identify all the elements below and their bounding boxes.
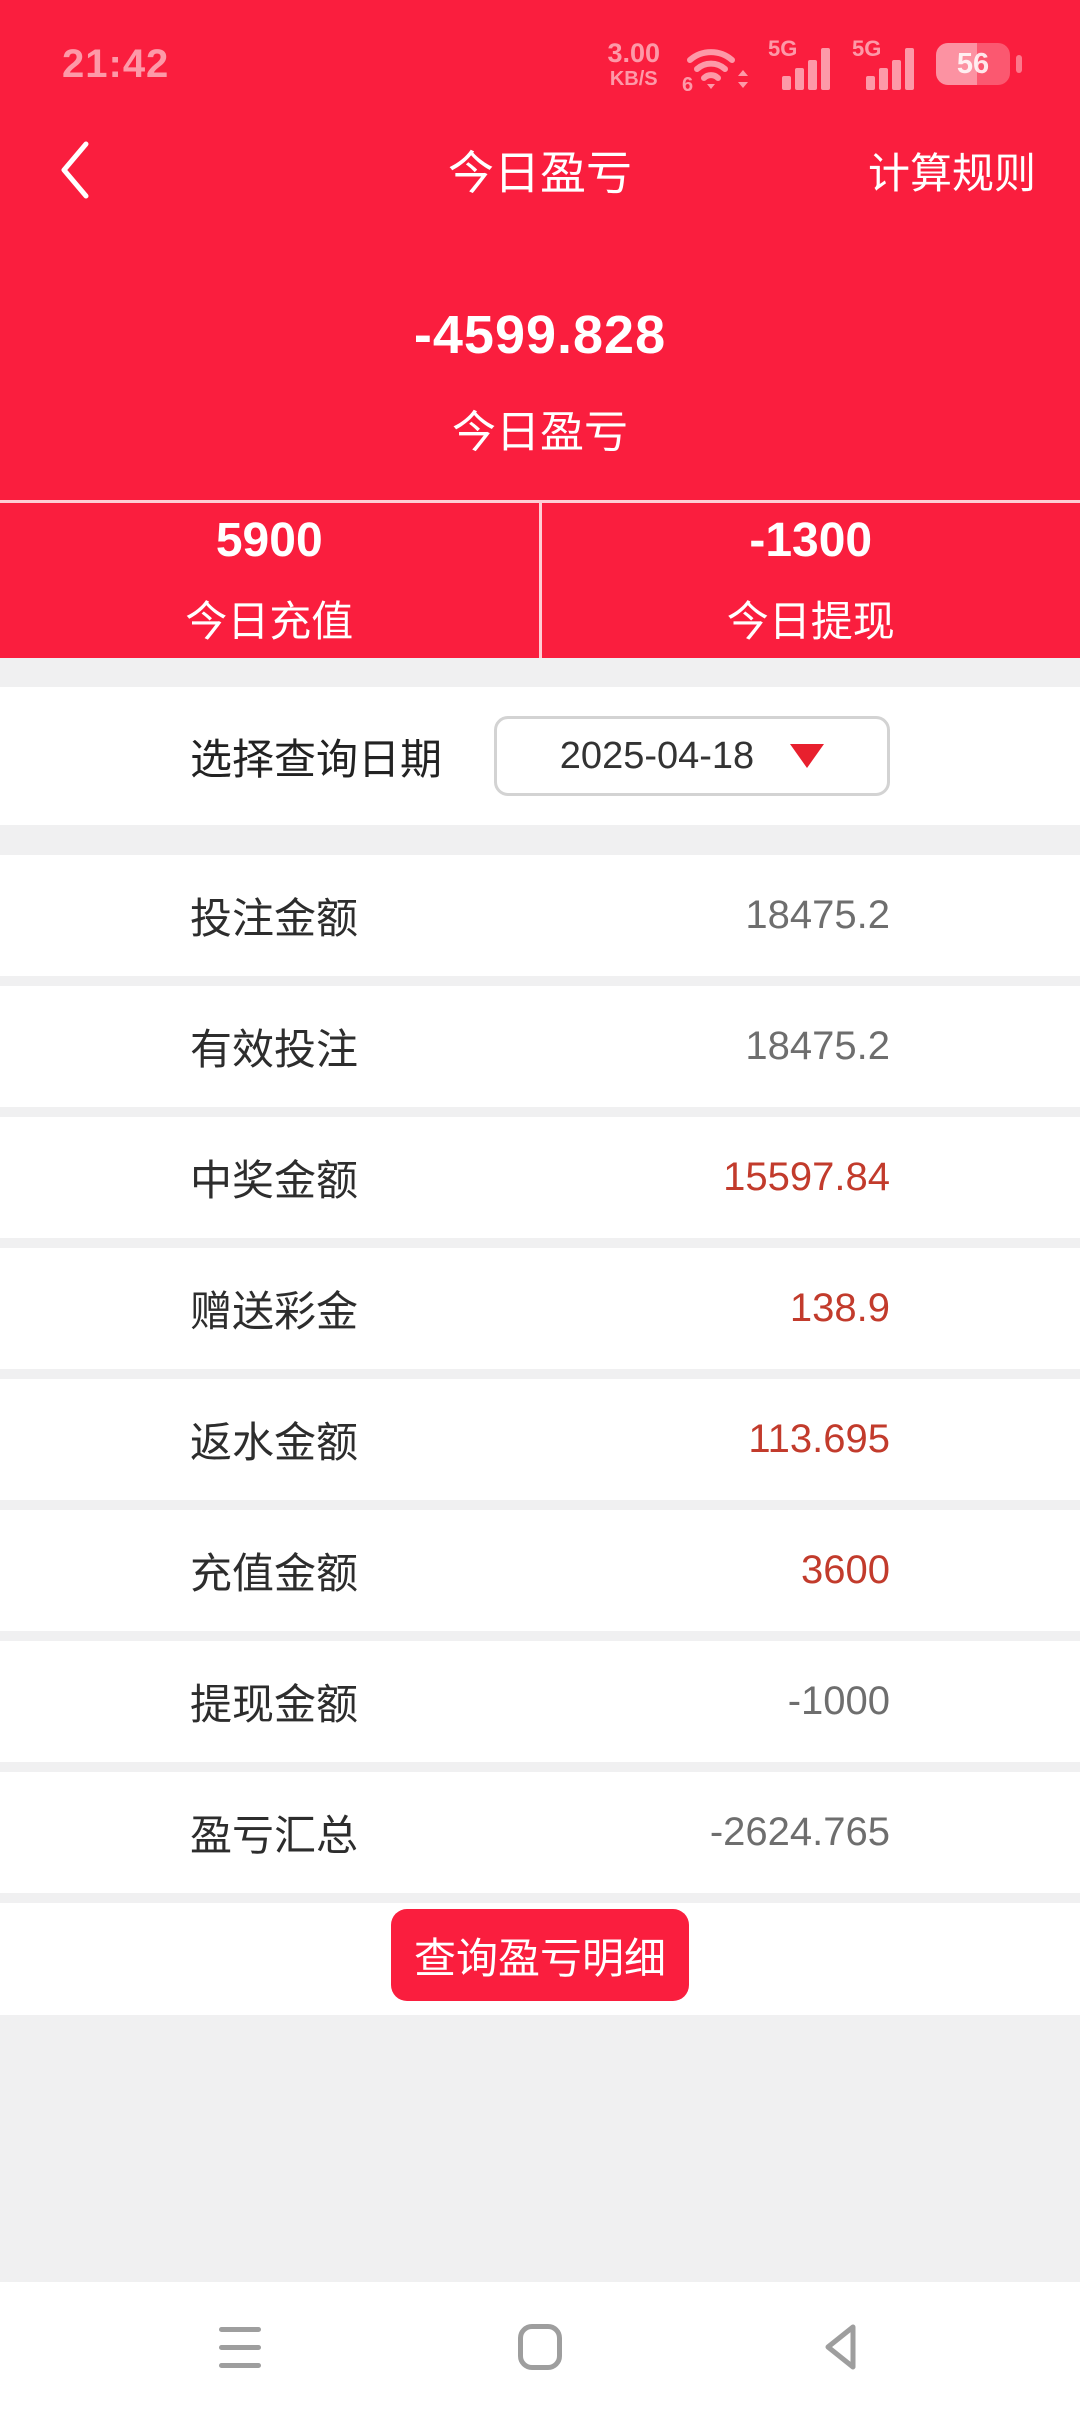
button-row: 查询盈亏明细: [0, 1903, 1080, 2015]
summary-row: 充值金额 3600: [0, 1510, 1080, 1641]
today-recharge-value: 5900: [215, 513, 323, 567]
clock: 21:42: [62, 41, 170, 86]
rounded-square-icon: [518, 2324, 562, 2370]
summary-row: 返水金额 113.695: [0, 1379, 1080, 1510]
network-speed-unit: KB/S: [609, 67, 658, 90]
row-label: 充值金额: [190, 1550, 359, 1597]
bottom-spacer: [0, 2015, 1080, 2282]
nav-back-button[interactable]: [780, 2302, 900, 2392]
row-value: 113.695: [748, 1417, 890, 1461]
row-value: 15597.84: [723, 1155, 890, 1199]
battery-percent: 56: [956, 48, 990, 80]
today-withdraw-cell: -1300 今日提现: [538, 503, 1080, 658]
calculation-rules-link[interactable]: 计算规则: [867, 149, 1036, 197]
today-profit-caption: 今日盈亏: [452, 408, 628, 457]
row-label: 有效投注: [190, 1026, 359, 1073]
signal-sim1-icon: 5G: [768, 36, 830, 90]
back-button[interactable]: [56, 136, 96, 204]
date-picker-row: 选择查询日期 2025-04-18: [0, 687, 1080, 825]
app-bar: 今日盈亏 计算规则: [0, 110, 1080, 230]
recents-button[interactable]: [180, 2302, 300, 2392]
network-speed: 3.00 KB/S: [607, 37, 660, 90]
row-label: 赠送彩金: [190, 1288, 359, 1335]
today-withdraw-value: -1300: [749, 513, 873, 567]
status-icons: 3.00 KB/S 6 5G: [607, 36, 1022, 92]
row-label: 中奖金额: [190, 1157, 359, 1204]
row-value: 18475.2: [745, 893, 890, 937]
date-picker-label: 选择查询日期: [190, 735, 443, 783]
hamburger-menu-icon: [219, 2326, 261, 2368]
sim1-network-label: 5G: [768, 36, 797, 61]
summary-row: 赠送彩金 138.9: [0, 1248, 1080, 1379]
selected-date: 2025-04-18: [559, 734, 755, 777]
hero-section: -4599.828 今日盈亏: [0, 230, 1080, 500]
today-recharge-label: 今日充值: [185, 597, 354, 645]
today-stats: 5900 今日充值 -1300 今日提现: [0, 500, 1080, 658]
sim2-network-label: 5G: [852, 36, 881, 61]
row-label: 提现金额: [190, 1681, 359, 1728]
date-select[interactable]: 2025-04-18: [494, 716, 890, 796]
battery-nub: [1016, 55, 1022, 73]
summary-row: 投注金额 18475.2: [0, 855, 1080, 986]
triangle-left-icon: [825, 2324, 856, 2370]
summary-row: 中奖金额 15597.84: [0, 1117, 1080, 1248]
network-speed-value: 3.00: [607, 37, 660, 68]
summary-row: 盈亏汇总 -2624.765: [0, 1772, 1080, 1903]
today-recharge-cell: 5900 今日充值: [0, 503, 539, 658]
chevron-left-icon: [61, 141, 89, 199]
row-value: -1000: [787, 1679, 890, 1723]
summary-list: 投注金额 18475.2 有效投注 18475.2 中奖金额 15597.84 …: [0, 855, 1080, 1903]
battery-icon: 56: [936, 43, 1010, 85]
query-profit-detail-button[interactable]: 查询盈亏明细: [391, 1909, 689, 2001]
section-divider: [0, 825, 1080, 855]
wifi-icon: 6: [682, 49, 748, 92]
status-bar: 21:42 3.00 KB/S 6 5G: [0, 0, 1080, 110]
section-divider: [0, 658, 1080, 687]
wifi-standard-label: 6: [682, 74, 693, 92]
row-value: 18475.2: [745, 1024, 890, 1068]
signal-sim2-icon: 5G: [852, 36, 914, 90]
page-title: 今日盈亏: [448, 147, 632, 199]
row-value: 3600: [801, 1548, 890, 1592]
today-withdraw-label: 今日提现: [726, 597, 895, 645]
caret-down-icon: [790, 744, 825, 768]
today-profit-amount: -4599.828: [413, 305, 667, 365]
row-value: 138.9: [789, 1286, 890, 1330]
summary-row: 提现金额 -1000: [0, 1641, 1080, 1772]
battery-fill: [936, 43, 978, 85]
system-nav-bar: [0, 2282, 1080, 2412]
home-button[interactable]: [480, 2302, 600, 2392]
row-label: 投注金额: [190, 895, 359, 942]
row-value: -2624.765: [709, 1810, 890, 1854]
row-label: 返水金额: [190, 1419, 359, 1466]
row-label: 盈亏汇总: [190, 1812, 359, 1859]
summary-row: 有效投注 18475.2: [0, 986, 1080, 1117]
